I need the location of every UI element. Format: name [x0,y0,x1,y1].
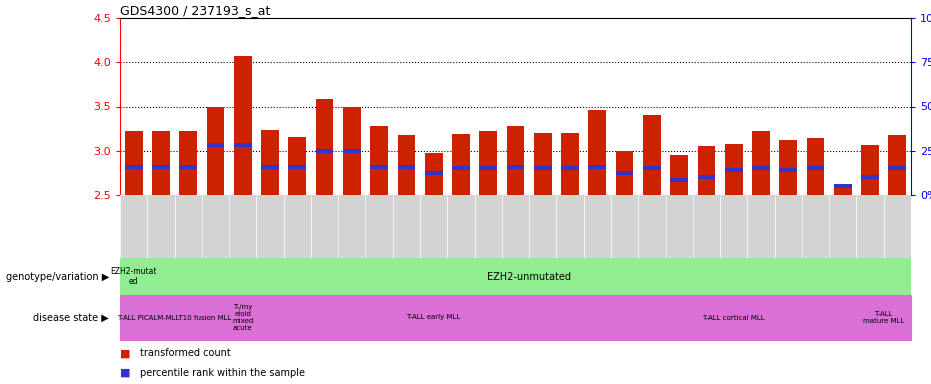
Text: ■: ■ [120,348,134,358]
Text: transformed count: transformed count [141,348,231,358]
Bar [533,166,552,170]
Bar [371,126,388,195]
Bar [452,134,470,195]
Bar [752,166,770,170]
Bar [398,165,415,169]
Text: EZH2-unmutated: EZH2-unmutated [487,271,571,281]
Bar [180,131,197,195]
Text: disease state ▶: disease state ▶ [34,313,109,323]
Bar [611,295,857,340]
Bar [207,108,224,195]
Bar [561,133,579,195]
Bar [425,153,442,195]
Bar [506,165,524,169]
Bar [120,258,147,295]
Text: genotype/variation ▶: genotype/variation ▶ [6,271,109,281]
Bar [806,138,824,195]
Bar [670,155,688,195]
Bar [343,149,360,153]
Bar [479,166,497,170]
Bar [452,166,470,170]
Bar [506,126,524,195]
Bar [670,178,688,182]
Bar [643,115,661,195]
Text: percentile rank within the sample: percentile rank within the sample [141,368,305,378]
Bar [725,144,743,195]
Bar [234,56,251,195]
Bar [588,165,606,169]
Bar [289,165,306,169]
Text: T-ALL
mature MLL: T-ALL mature MLL [863,311,904,324]
Bar [752,131,770,195]
Bar [697,146,715,195]
Bar [806,166,824,170]
Bar [316,99,333,195]
Bar [234,144,251,147]
Text: T-ALL PICALM-MLLT10 fusion MLL: T-ALL PICALM-MLLT10 fusion MLL [117,314,232,321]
Bar [256,295,611,340]
Text: T-/my
eloid
mixed
acute: T-/my eloid mixed acute [232,304,253,331]
Bar [888,135,906,195]
Bar [343,106,360,195]
Bar [834,184,852,195]
Bar [834,184,852,188]
Bar [861,144,879,195]
Bar [152,131,169,195]
Bar [857,295,911,340]
Bar [125,131,142,195]
Bar [779,140,797,195]
Bar [180,165,197,169]
Bar [643,166,661,170]
Bar [262,165,279,169]
Bar [479,131,497,195]
Bar [779,168,797,172]
Bar [262,129,279,195]
Bar [152,165,169,169]
Bar [861,175,879,179]
Text: EZH2-mutat
ed: EZH2-mutat ed [111,267,157,286]
Bar [725,168,743,172]
Bar [289,137,306,195]
Bar [533,133,552,195]
Bar [125,165,142,169]
Bar [229,295,256,340]
Bar [371,165,388,169]
Bar [398,135,415,195]
Text: ■: ■ [120,368,134,378]
Bar [588,110,606,195]
Bar [615,151,633,195]
Bar [615,171,633,175]
Text: T-ALL early MLL: T-ALL early MLL [407,314,461,321]
Bar [697,175,715,179]
Bar [316,149,333,153]
Bar [561,166,579,170]
Text: GDS4300 / 237193_s_at: GDS4300 / 237193_s_at [120,4,270,17]
Bar [120,295,229,340]
Text: T-ALL cortical MLL: T-ALL cortical MLL [702,314,765,321]
Bar [425,171,442,175]
Bar [207,144,224,147]
Bar [888,166,906,170]
